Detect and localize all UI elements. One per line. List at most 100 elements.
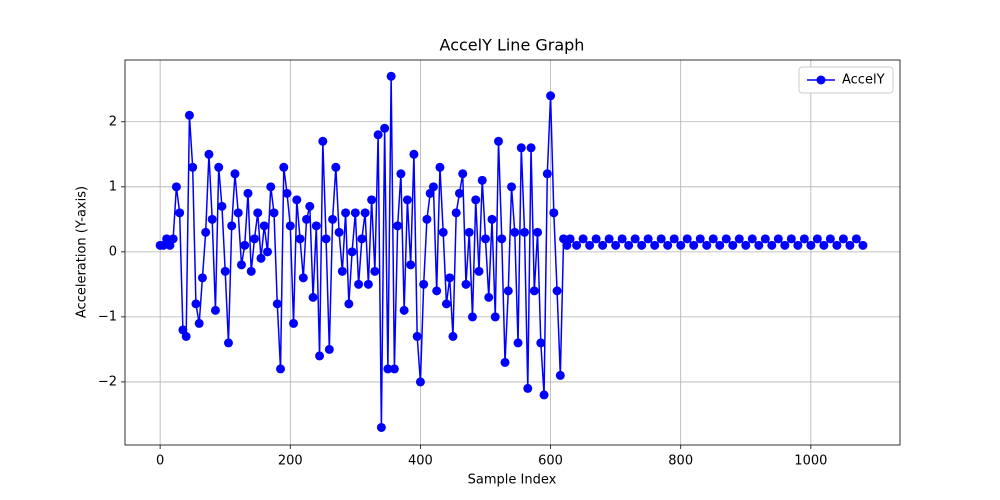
data-point: [461, 279, 471, 289]
data-point: [399, 305, 409, 315]
legend-marker: [816, 75, 826, 85]
data-point: [318, 136, 328, 146]
data-point: [402, 195, 412, 205]
x-tick-label: 400: [408, 454, 433, 469]
data-point: [454, 188, 464, 198]
data-point: [715, 240, 725, 250]
data-point: [315, 351, 325, 361]
x-tick-label: 800: [668, 454, 693, 469]
y-tick-label: −1: [98, 309, 117, 324]
data-point: [695, 234, 705, 244]
data-point: [676, 240, 686, 250]
data-point: [448, 331, 458, 341]
data-point: [767, 240, 777, 250]
data-point: [480, 234, 490, 244]
data-point: [510, 227, 520, 237]
x-tick-label: 600: [538, 454, 563, 469]
data-point: [279, 162, 289, 172]
data-point: [259, 221, 269, 231]
data-point: [263, 247, 273, 257]
data-point: [546, 91, 556, 101]
y-tick-label: −2: [98, 374, 117, 389]
data-point: [393, 221, 403, 231]
data-point: [604, 234, 614, 244]
data-point: [171, 182, 181, 192]
data-point: [526, 143, 536, 153]
data-point: [230, 169, 240, 179]
legend-label: AccelY: [842, 73, 885, 88]
data-point: [236, 260, 246, 270]
data-point: [223, 338, 233, 348]
data-point: [663, 240, 673, 250]
data-point: [249, 234, 259, 244]
data-point: [708, 234, 718, 244]
data-point: [578, 234, 588, 244]
data-point: [415, 377, 425, 387]
data-point: [201, 227, 211, 237]
data-point: [669, 234, 679, 244]
data-point: [812, 234, 822, 244]
data-point: [428, 182, 438, 192]
data-point: [682, 234, 692, 244]
data-point: [500, 357, 510, 367]
data-point: [858, 240, 868, 250]
data-point: [754, 240, 764, 250]
data-point: [328, 214, 338, 224]
data-point: [747, 234, 757, 244]
data-point: [585, 240, 595, 250]
data-point: [243, 188, 253, 198]
data-point: [523, 383, 533, 393]
data-point: [422, 214, 432, 224]
data-point: [656, 234, 666, 244]
data-point: [324, 344, 334, 354]
data-point: [256, 253, 266, 263]
data-point: [214, 162, 224, 172]
data-point: [370, 266, 380, 276]
data-point: [266, 182, 276, 192]
data-point: [435, 162, 445, 172]
data-point: [184, 110, 194, 120]
data-point: [363, 279, 373, 289]
data-point: [591, 234, 601, 244]
x-tick-label: 0: [156, 454, 164, 469]
data-point: [168, 234, 178, 244]
data-point: [285, 221, 295, 231]
data-point: [240, 240, 250, 250]
chart-title: AccelY Line Graph: [440, 36, 585, 55]
data-point: [467, 312, 477, 322]
data-point: [389, 364, 399, 374]
data-point: [471, 195, 481, 205]
data-point: [334, 227, 344, 237]
data-point: [350, 208, 360, 218]
data-point: [441, 299, 451, 309]
data-point: [838, 234, 848, 244]
x-tick-label: 200: [278, 454, 303, 469]
data-point: [220, 266, 230, 276]
data-point: [474, 266, 484, 276]
data-point: [845, 240, 855, 250]
data-point: [396, 169, 406, 179]
data-point: [549, 208, 559, 218]
data-point: [806, 240, 816, 250]
data-point: [539, 390, 549, 400]
data-point: [643, 234, 653, 244]
data-point: [445, 273, 455, 283]
data-point: [337, 266, 347, 276]
data-point: [207, 214, 217, 224]
data-point: [253, 208, 263, 218]
plot-frame: [124, 59, 901, 446]
data-point: [793, 240, 803, 250]
data-point: [555, 370, 565, 380]
data-point: [360, 208, 370, 218]
data-point: [624, 240, 634, 250]
data-point: [513, 338, 523, 348]
data-point: [276, 364, 286, 374]
data-point: [347, 247, 357, 257]
data-point: [617, 234, 627, 244]
data-point: [217, 201, 227, 211]
data-point: [734, 234, 744, 244]
data-point: [497, 234, 507, 244]
data-point: [406, 260, 416, 270]
data-point: [565, 234, 575, 244]
